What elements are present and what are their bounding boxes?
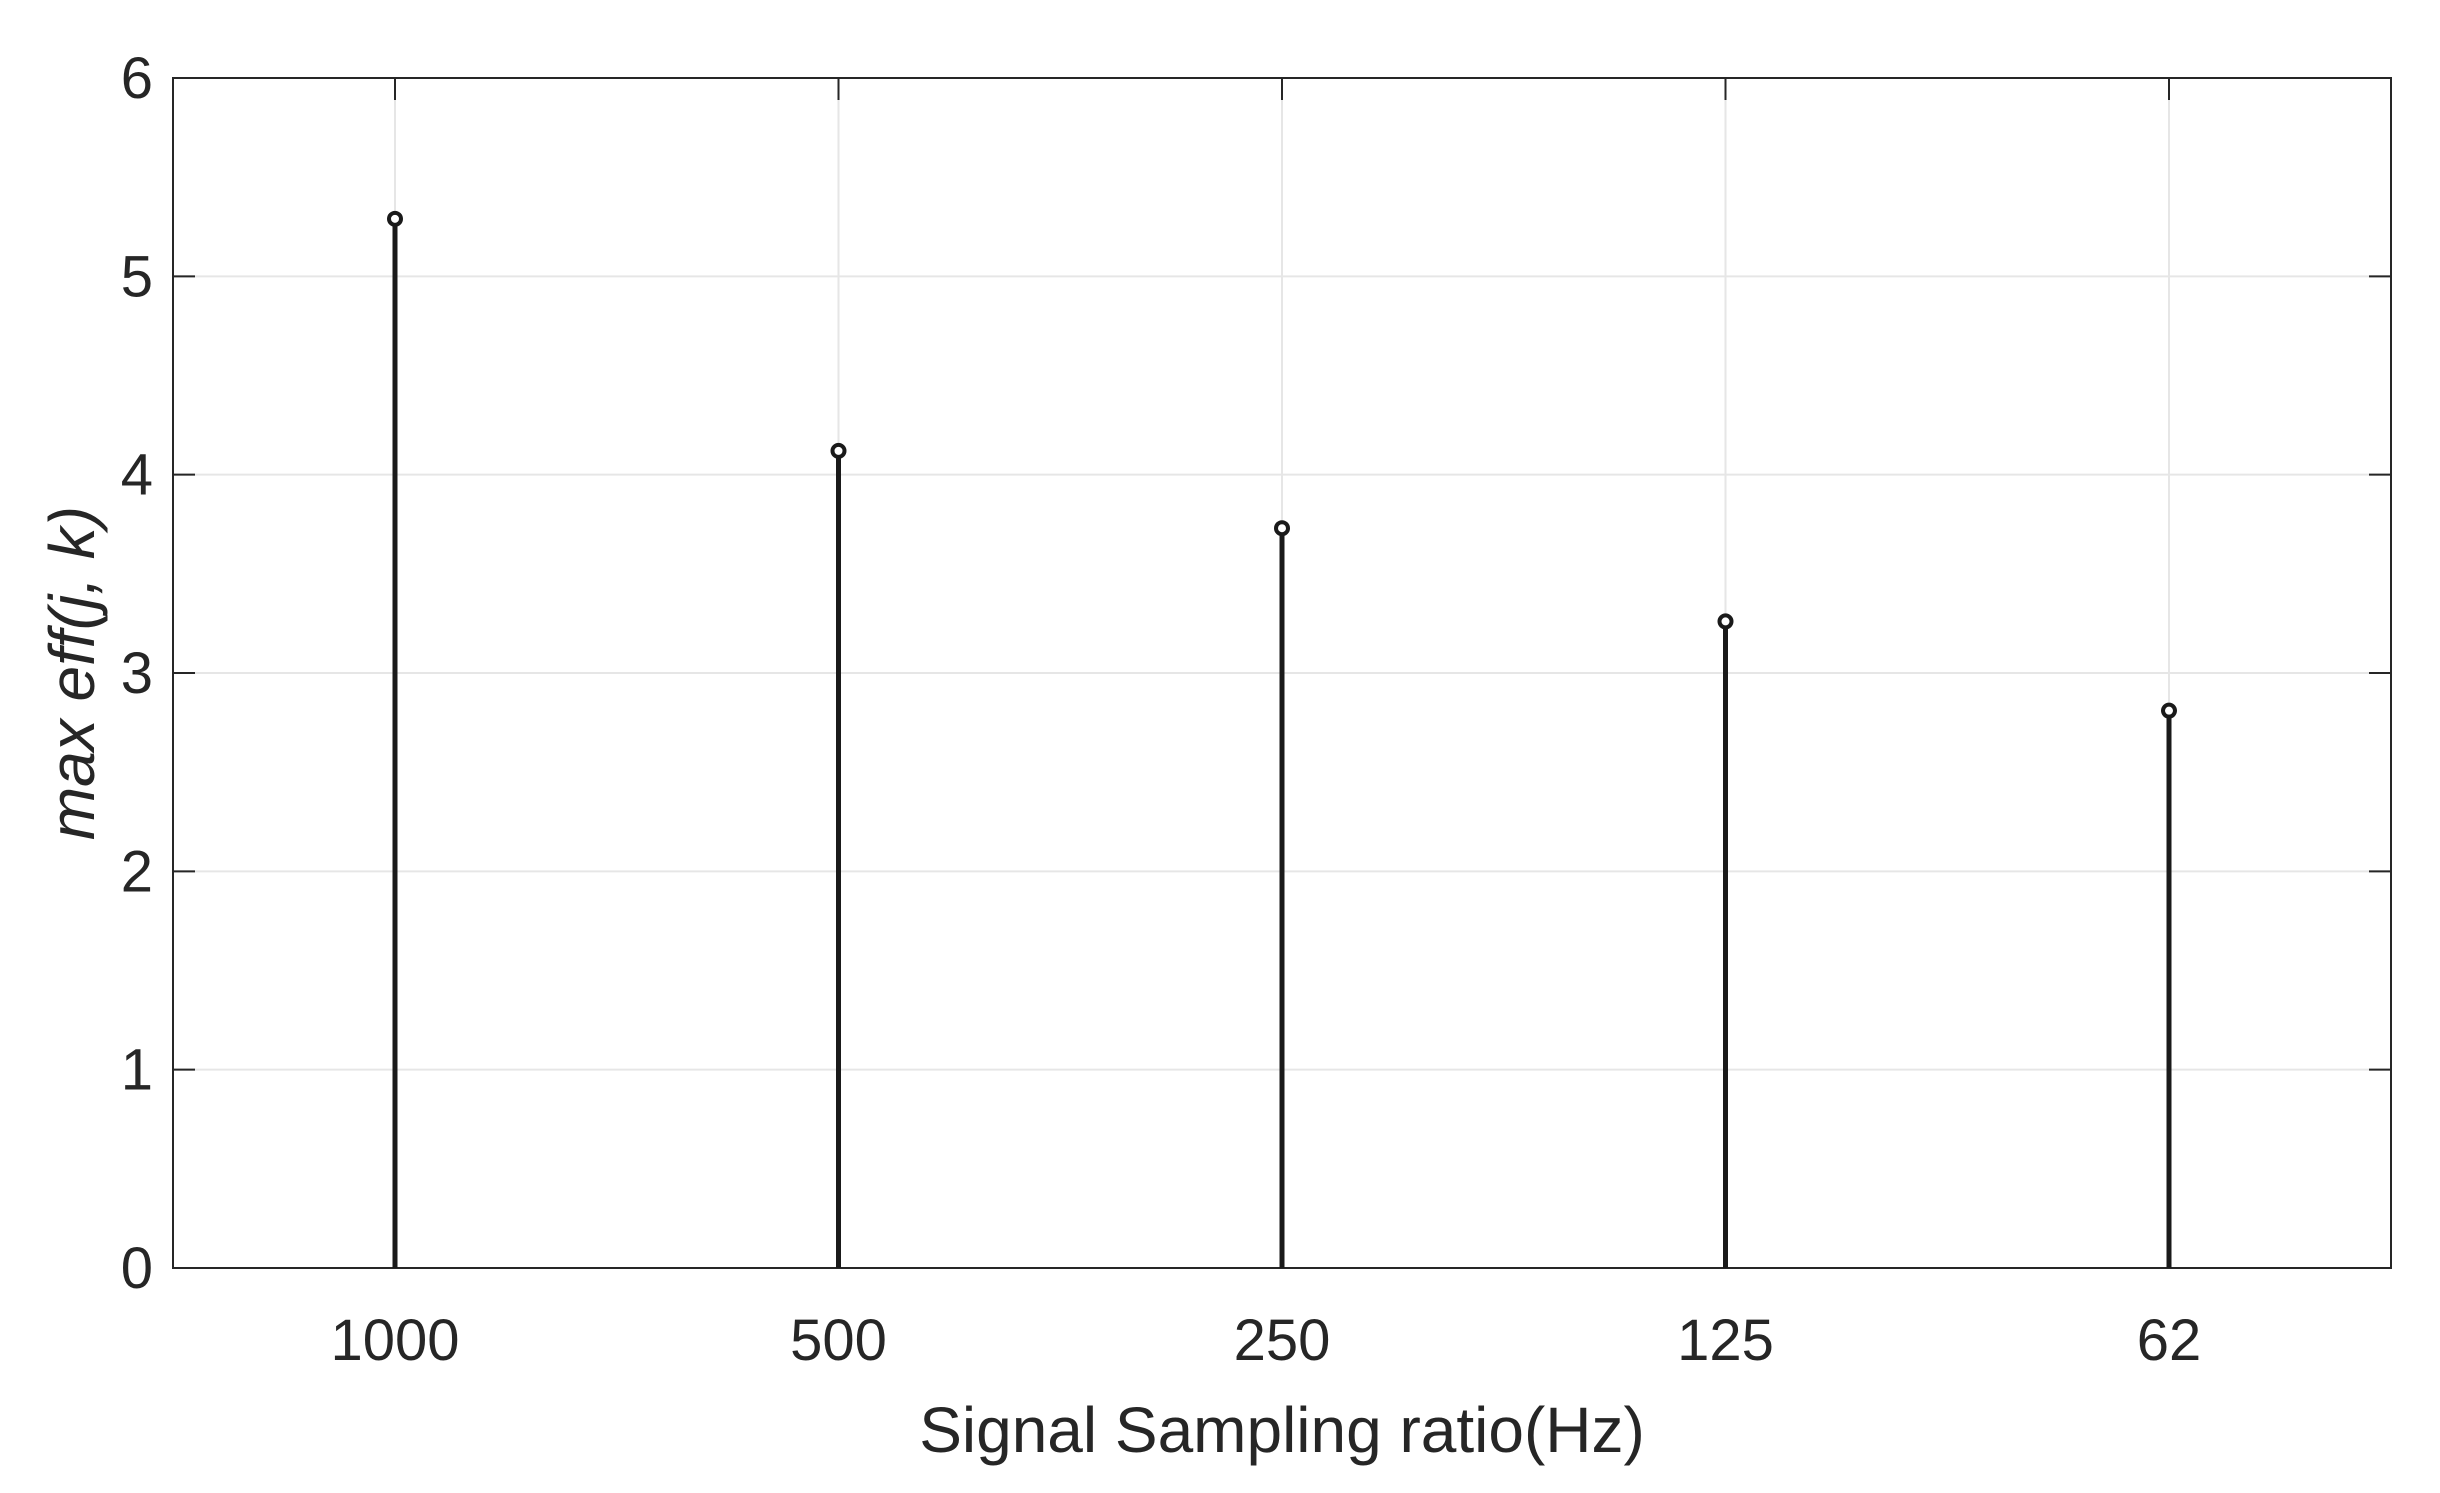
tick-labels: 0 1 2 3 4 5 6 1000 500 250 125 62 [121,46,2202,1373]
stem-marker [1717,613,1734,630]
stem-marker [387,210,403,227]
x-tick-label: 125 [1677,1308,1774,1373]
stem-marker [1274,520,1290,537]
x-axis-title: Signal Sampling ratio(Hz) [919,1394,1645,1466]
y-tick-label: 2 [121,839,153,904]
y-tick-label: 6 [121,46,153,111]
x-tick-label: 1000 [330,1308,459,1373]
stem-marker [2161,702,2177,719]
x-tick-label: 500 [790,1308,887,1373]
y-tick-label: 4 [121,443,153,508]
x-tick-label: 250 [1234,1308,1331,1373]
stem-marker [830,442,847,459]
y-tick-label: 1 [121,1038,153,1103]
x-tick-label: 62 [2137,1308,2202,1373]
y-axis-title: max eff(j, k) [36,506,108,840]
y-tick-label: 5 [121,244,153,309]
stem-series [387,210,2177,1268]
y-tick-label: 3 [121,641,153,706]
y-tick-label: 0 [121,1236,153,1301]
